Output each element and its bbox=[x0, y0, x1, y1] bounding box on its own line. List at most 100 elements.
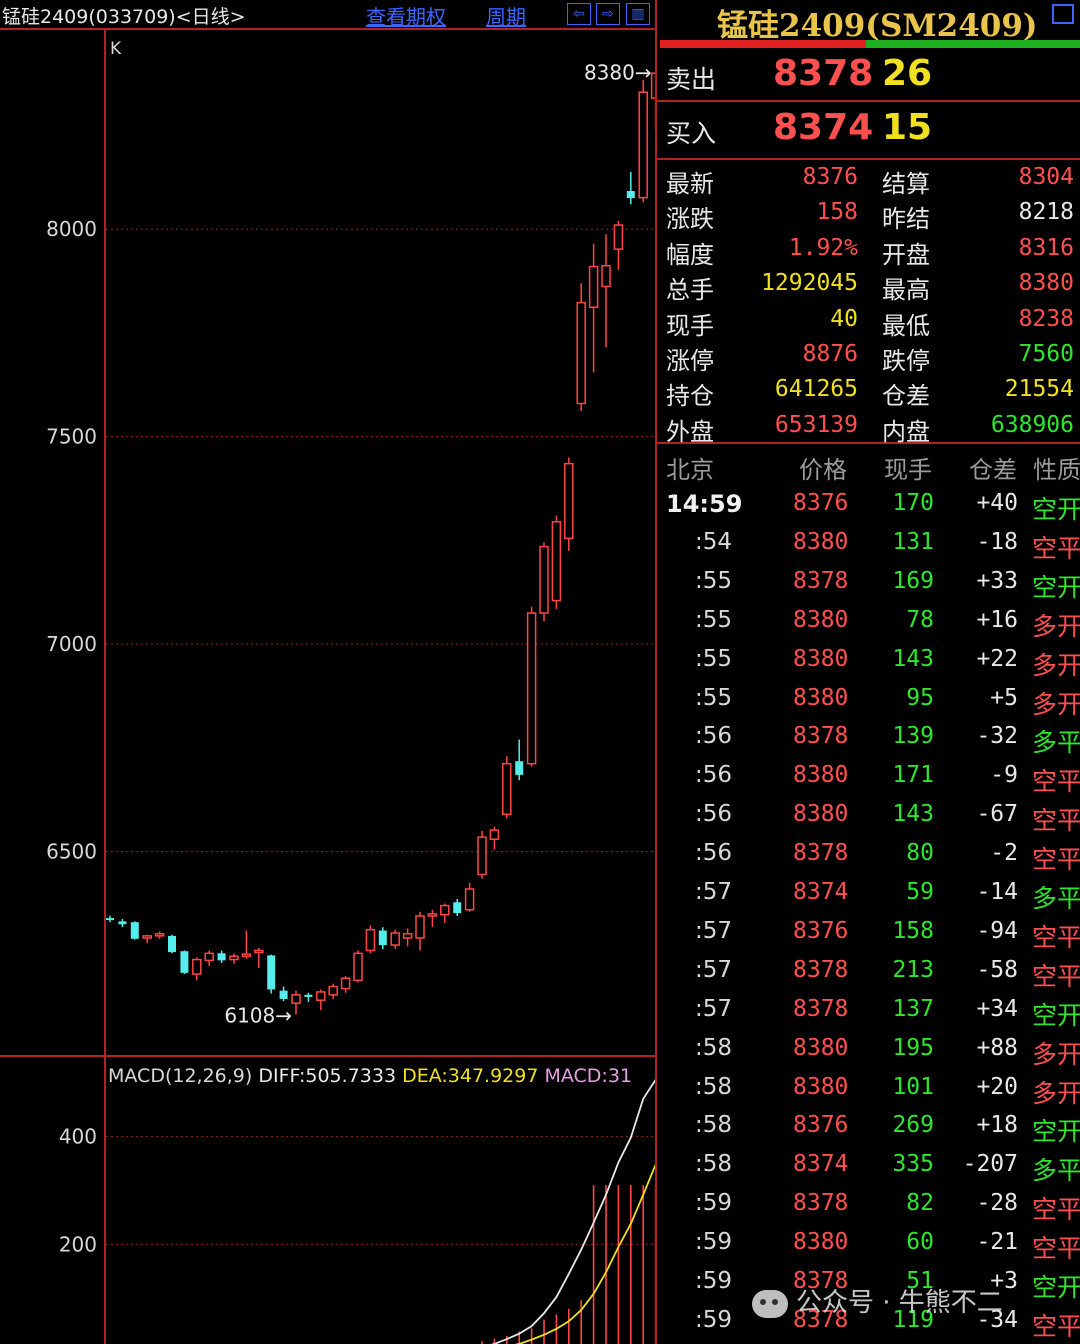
stat-right-4: 最低 8238 bbox=[882, 306, 1074, 341]
tick-row[interactable]: :55 8380 78 +16 多开 bbox=[657, 603, 1080, 642]
stat-value: 1292045 bbox=[761, 270, 858, 297]
panel-icon[interactable]: ▥ bbox=[626, 3, 650, 25]
tick-row[interactable]: :56 8378 139 -32 多平 bbox=[657, 719, 1080, 758]
arrow-left-icon[interactable]: ⇦ bbox=[567, 3, 591, 25]
tick-price: 8380 bbox=[793, 1034, 849, 1061]
ask-price: 8378 bbox=[773, 53, 874, 94]
tick-volume: 195 bbox=[892, 1034, 934, 1061]
tick-price: 8378 bbox=[793, 1306, 849, 1333]
candle bbox=[489, 826, 500, 850]
period-link[interactable]: 周期 bbox=[486, 5, 526, 29]
price-tick-label: 6500 bbox=[46, 840, 97, 864]
tick-row[interactable]: :56 8380 171 -9 空平 bbox=[657, 758, 1080, 797]
tick-row[interactable]: :55 8378 169 +33 空开 bbox=[657, 564, 1080, 603]
stat-value: 8380 bbox=[1018, 270, 1074, 297]
macd-legend: MACD(12,26,9) DIFF:505.7333 DEA:347.9297… bbox=[108, 1065, 632, 1087]
tick-oi: -34 bbox=[976, 1306, 1018, 1333]
candle bbox=[365, 925, 376, 954]
tick-row[interactable]: :58 8380 195 +88 多开 bbox=[657, 1031, 1080, 1070]
tick-nature: 空平 bbox=[1032, 845, 1080, 875]
stat-value: 653139 bbox=[774, 411, 858, 438]
candle bbox=[453, 898, 462, 916]
candle-body bbox=[254, 949, 264, 954]
tick-row[interactable]: :57 8374 59 -14 多平 bbox=[657, 875, 1080, 914]
tick-time: :55 bbox=[695, 567, 733, 594]
candle-body bbox=[502, 762, 512, 816]
diff-line bbox=[491, 1079, 655, 1344]
stat-value: 8376 bbox=[802, 164, 858, 190]
high-annotation: 8380→ bbox=[584, 60, 652, 84]
candle-body bbox=[168, 935, 176, 953]
arrow-right-icon[interactable]: ⇨ bbox=[596, 3, 620, 25]
tick-row[interactable]: 14:59 8376 170 +40 空开 bbox=[657, 486, 1080, 525]
stat-right-0: 结算 8304 bbox=[882, 164, 1074, 199]
tick-row[interactable]: :57 8378 137 +34 空开 bbox=[657, 992, 1080, 1031]
candle-body bbox=[279, 990, 288, 999]
stats-grid: 最新 8376 涨跌 158 幅度 1.92% 总手 1292045 现手 40 涨停 8876 持仓 6… bbox=[657, 160, 1080, 446]
candle-body bbox=[613, 224, 624, 250]
stat-label: 幅度 bbox=[666, 240, 714, 269]
tick-row[interactable]: :58 8374 335 -207 多平 bbox=[657, 1147, 1080, 1186]
tick-nature: 空开 bbox=[1032, 495, 1080, 524]
candle-body bbox=[378, 930, 387, 946]
bid-row[interactable]: 买入 8374 15 bbox=[657, 104, 1080, 160]
tick-row[interactable]: :59 8380 60 -21 空平 bbox=[657, 1225, 1080, 1264]
tick-row[interactable]: :58 8380 101 +20 多开 bbox=[657, 1070, 1080, 1109]
window-icon[interactable] bbox=[1052, 4, 1074, 24]
candle bbox=[502, 756, 512, 819]
candle bbox=[650, 71, 655, 131]
kline-macd-chart[interactable]: 8000 7500 7000 6500 K 8380→ 6108→ 400 200 MACD(12… bbox=[0, 30, 655, 1344]
tick-time: :58 bbox=[695, 1151, 733, 1178]
tick-row[interactable]: :58 8376 269 +18 空开 bbox=[657, 1108, 1080, 1147]
tick-nature: 空开 bbox=[1032, 572, 1080, 602]
tick-nature: 空开 bbox=[1032, 1000, 1080, 1030]
stat-label: 结算 bbox=[882, 170, 930, 198]
candle bbox=[378, 927, 387, 950]
candle bbox=[638, 79, 648, 203]
tick-nature: 多平 bbox=[1032, 1156, 1080, 1186]
tick-row[interactable]: :55 8380 95 +5 多开 bbox=[657, 681, 1080, 720]
tick-oi: +5 bbox=[990, 684, 1018, 711]
candle-body bbox=[638, 91, 648, 199]
candle bbox=[440, 903, 450, 924]
tick-row[interactable]: :59 8378 119 -34 空平 bbox=[657, 1303, 1080, 1342]
candle-body bbox=[267, 955, 276, 990]
chart-title: 锰硅2409(033709)<日线> bbox=[2, 6, 246, 28]
candle bbox=[576, 283, 586, 411]
panel-label: K bbox=[110, 39, 122, 59]
tick-row[interactable]: :59 8378 82 -28 空平 bbox=[657, 1186, 1080, 1225]
stat-right-5: 跌停 7560 bbox=[882, 341, 1074, 376]
buy-ratio-fill bbox=[660, 40, 866, 48]
ask-row[interactable]: 卖出 8378 26 bbox=[657, 50, 1080, 102]
tick-row[interactable]: :56 8378 80 -2 空平 bbox=[657, 836, 1080, 875]
stat-left-6: 持仓 641265 bbox=[666, 376, 858, 411]
tick-time: :56 bbox=[695, 840, 733, 867]
candle-body bbox=[106, 918, 114, 921]
stat-value: 158 bbox=[816, 199, 858, 226]
tick-volume: 95 bbox=[906, 684, 934, 711]
tick-row[interactable]: :57 8378 213 -58 空平 bbox=[657, 953, 1080, 992]
candle bbox=[427, 909, 438, 928]
tick-volume: 101 bbox=[892, 1073, 934, 1100]
chart-panel: 锰硅2409(033709)<日线> 查看期权 周期 ⇦ ⇨ ▥ 8000 750… bbox=[0, 0, 657, 1344]
tick-time: :57 bbox=[695, 879, 733, 905]
tick-row[interactable]: :55 8380 143 +22 多开 bbox=[657, 642, 1080, 681]
watermark: 公众号 · 牛熊不二 bbox=[752, 1282, 1003, 1319]
tick-time: :58 bbox=[695, 1112, 733, 1139]
tick-nature: 空平 bbox=[1032, 922, 1080, 952]
tick-nature: 空开 bbox=[1032, 1117, 1080, 1147]
candle-body bbox=[217, 953, 226, 961]
stat-label: 现手 bbox=[666, 311, 714, 340]
view-options-link[interactable]: 查看期权 bbox=[366, 5, 446, 29]
ticks-header-price: 价格 bbox=[799, 456, 847, 484]
candle bbox=[626, 171, 635, 205]
stat-label: 涨停 bbox=[666, 347, 714, 375]
ticks-header: 北京 价格 现手 仓差 性质 bbox=[657, 448, 1080, 486]
tick-row[interactable]: :56 8380 143 -67 空平 bbox=[657, 797, 1080, 836]
tick-row[interactable]: :57 8376 158 -94 空平 bbox=[657, 914, 1080, 953]
tick-row[interactable]: :59 8378 51 +3 空开 bbox=[657, 1264, 1080, 1303]
tick-time: :59 bbox=[695, 1306, 733, 1333]
candle bbox=[204, 950, 214, 966]
tick-row[interactable]: :54 8380 131 -18 空平 bbox=[657, 525, 1080, 564]
candle bbox=[192, 957, 202, 981]
